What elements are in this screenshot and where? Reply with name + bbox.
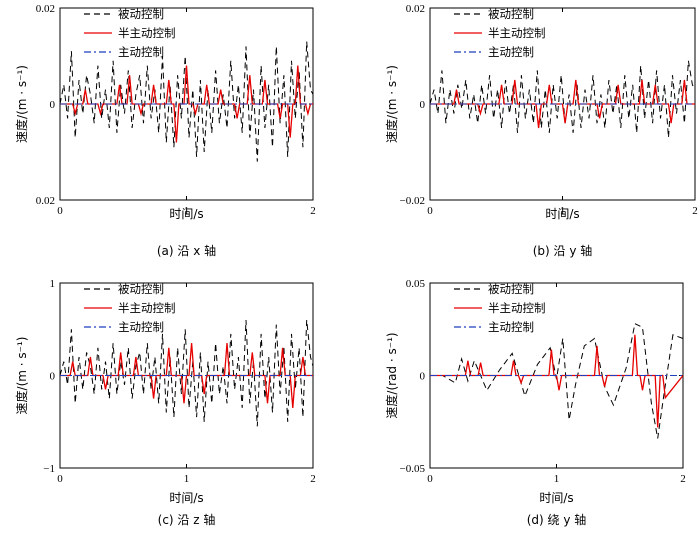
y-tick-label: 0 xyxy=(50,99,56,111)
x-tick-label: 0 xyxy=(427,473,433,485)
x-tick-label: 2 xyxy=(692,205,698,217)
legend-entry: 半主动控制 xyxy=(118,301,176,315)
y-axis-label: 速度/(rad · s⁻¹) xyxy=(384,332,399,418)
y-axis-label: 速度/(m · s⁻¹) xyxy=(14,337,29,415)
y-tick-label: −0.05 xyxy=(400,463,426,475)
x-tick-label: 1 xyxy=(184,205,190,217)
y-tick-label: 0 xyxy=(420,99,426,111)
panel-caption: (a) 沿 x 轴 xyxy=(157,243,216,258)
legend-entry: 被动控制 xyxy=(488,282,534,296)
y-tick-label: 1 xyxy=(50,278,56,290)
x-tick-label: 0 xyxy=(57,205,63,217)
legend-entry: 被动控制 xyxy=(488,7,534,21)
legend-entry: 主动控制 xyxy=(118,320,164,334)
y-tick-label: 0.02 xyxy=(36,195,55,207)
panel-caption: (d) 绕 y 轴 xyxy=(527,512,587,527)
y-axis-label: 速度/(m · s⁻¹) xyxy=(14,65,29,143)
series-line-1 xyxy=(430,322,684,439)
x-tick-label: 1 xyxy=(554,473,560,485)
legend-entry: 半主动控制 xyxy=(118,26,176,40)
y-tick-label: −0.02 xyxy=(400,195,425,207)
x-tick-label: 2 xyxy=(310,205,316,217)
legend-entry: 半主动控制 xyxy=(488,301,546,315)
x-tick-label: 2 xyxy=(310,473,316,485)
y-tick-label: 0.02 xyxy=(406,3,425,15)
y-tick-label: 0 xyxy=(50,371,56,383)
panel-caption: (c) 沿 z 轴 xyxy=(158,512,216,527)
x-axis-label: 时间/s xyxy=(169,491,203,505)
x-tick-label: 1 xyxy=(184,473,190,485)
series-line-1 xyxy=(429,60,696,138)
series-line-2 xyxy=(60,343,313,408)
series-line-1 xyxy=(59,319,314,427)
legend-entry: 主动控制 xyxy=(118,45,164,59)
x-tick-label: 0 xyxy=(57,473,63,485)
x-tick-label: 1 xyxy=(560,205,566,217)
panel-caption: (b) 沿 y 轴 xyxy=(533,243,593,258)
legend-entry: 被动控制 xyxy=(118,282,164,296)
y-tick-label: 0 xyxy=(420,371,426,383)
legend-entry: 半主动控制 xyxy=(488,26,546,40)
series-line-1 xyxy=(59,41,314,162)
x-axis-label: 时间/s xyxy=(545,207,579,221)
x-axis-label: 时间/s xyxy=(539,491,573,505)
y-tick-label: 0.02 xyxy=(36,3,55,15)
legend-entry: 主动控制 xyxy=(488,320,534,334)
legend-entry: 被动控制 xyxy=(118,7,164,21)
x-tick-label: 0 xyxy=(427,205,433,217)
x-axis-label: 时间/s xyxy=(169,207,203,221)
y-tick-label: −1 xyxy=(43,463,55,475)
legend-entry: 主动控制 xyxy=(488,45,534,59)
y-axis-label: 速度/(m · s⁻¹) xyxy=(384,65,399,143)
x-tick-label: 2 xyxy=(680,473,686,485)
y-tick-label: 0.05 xyxy=(406,278,426,290)
